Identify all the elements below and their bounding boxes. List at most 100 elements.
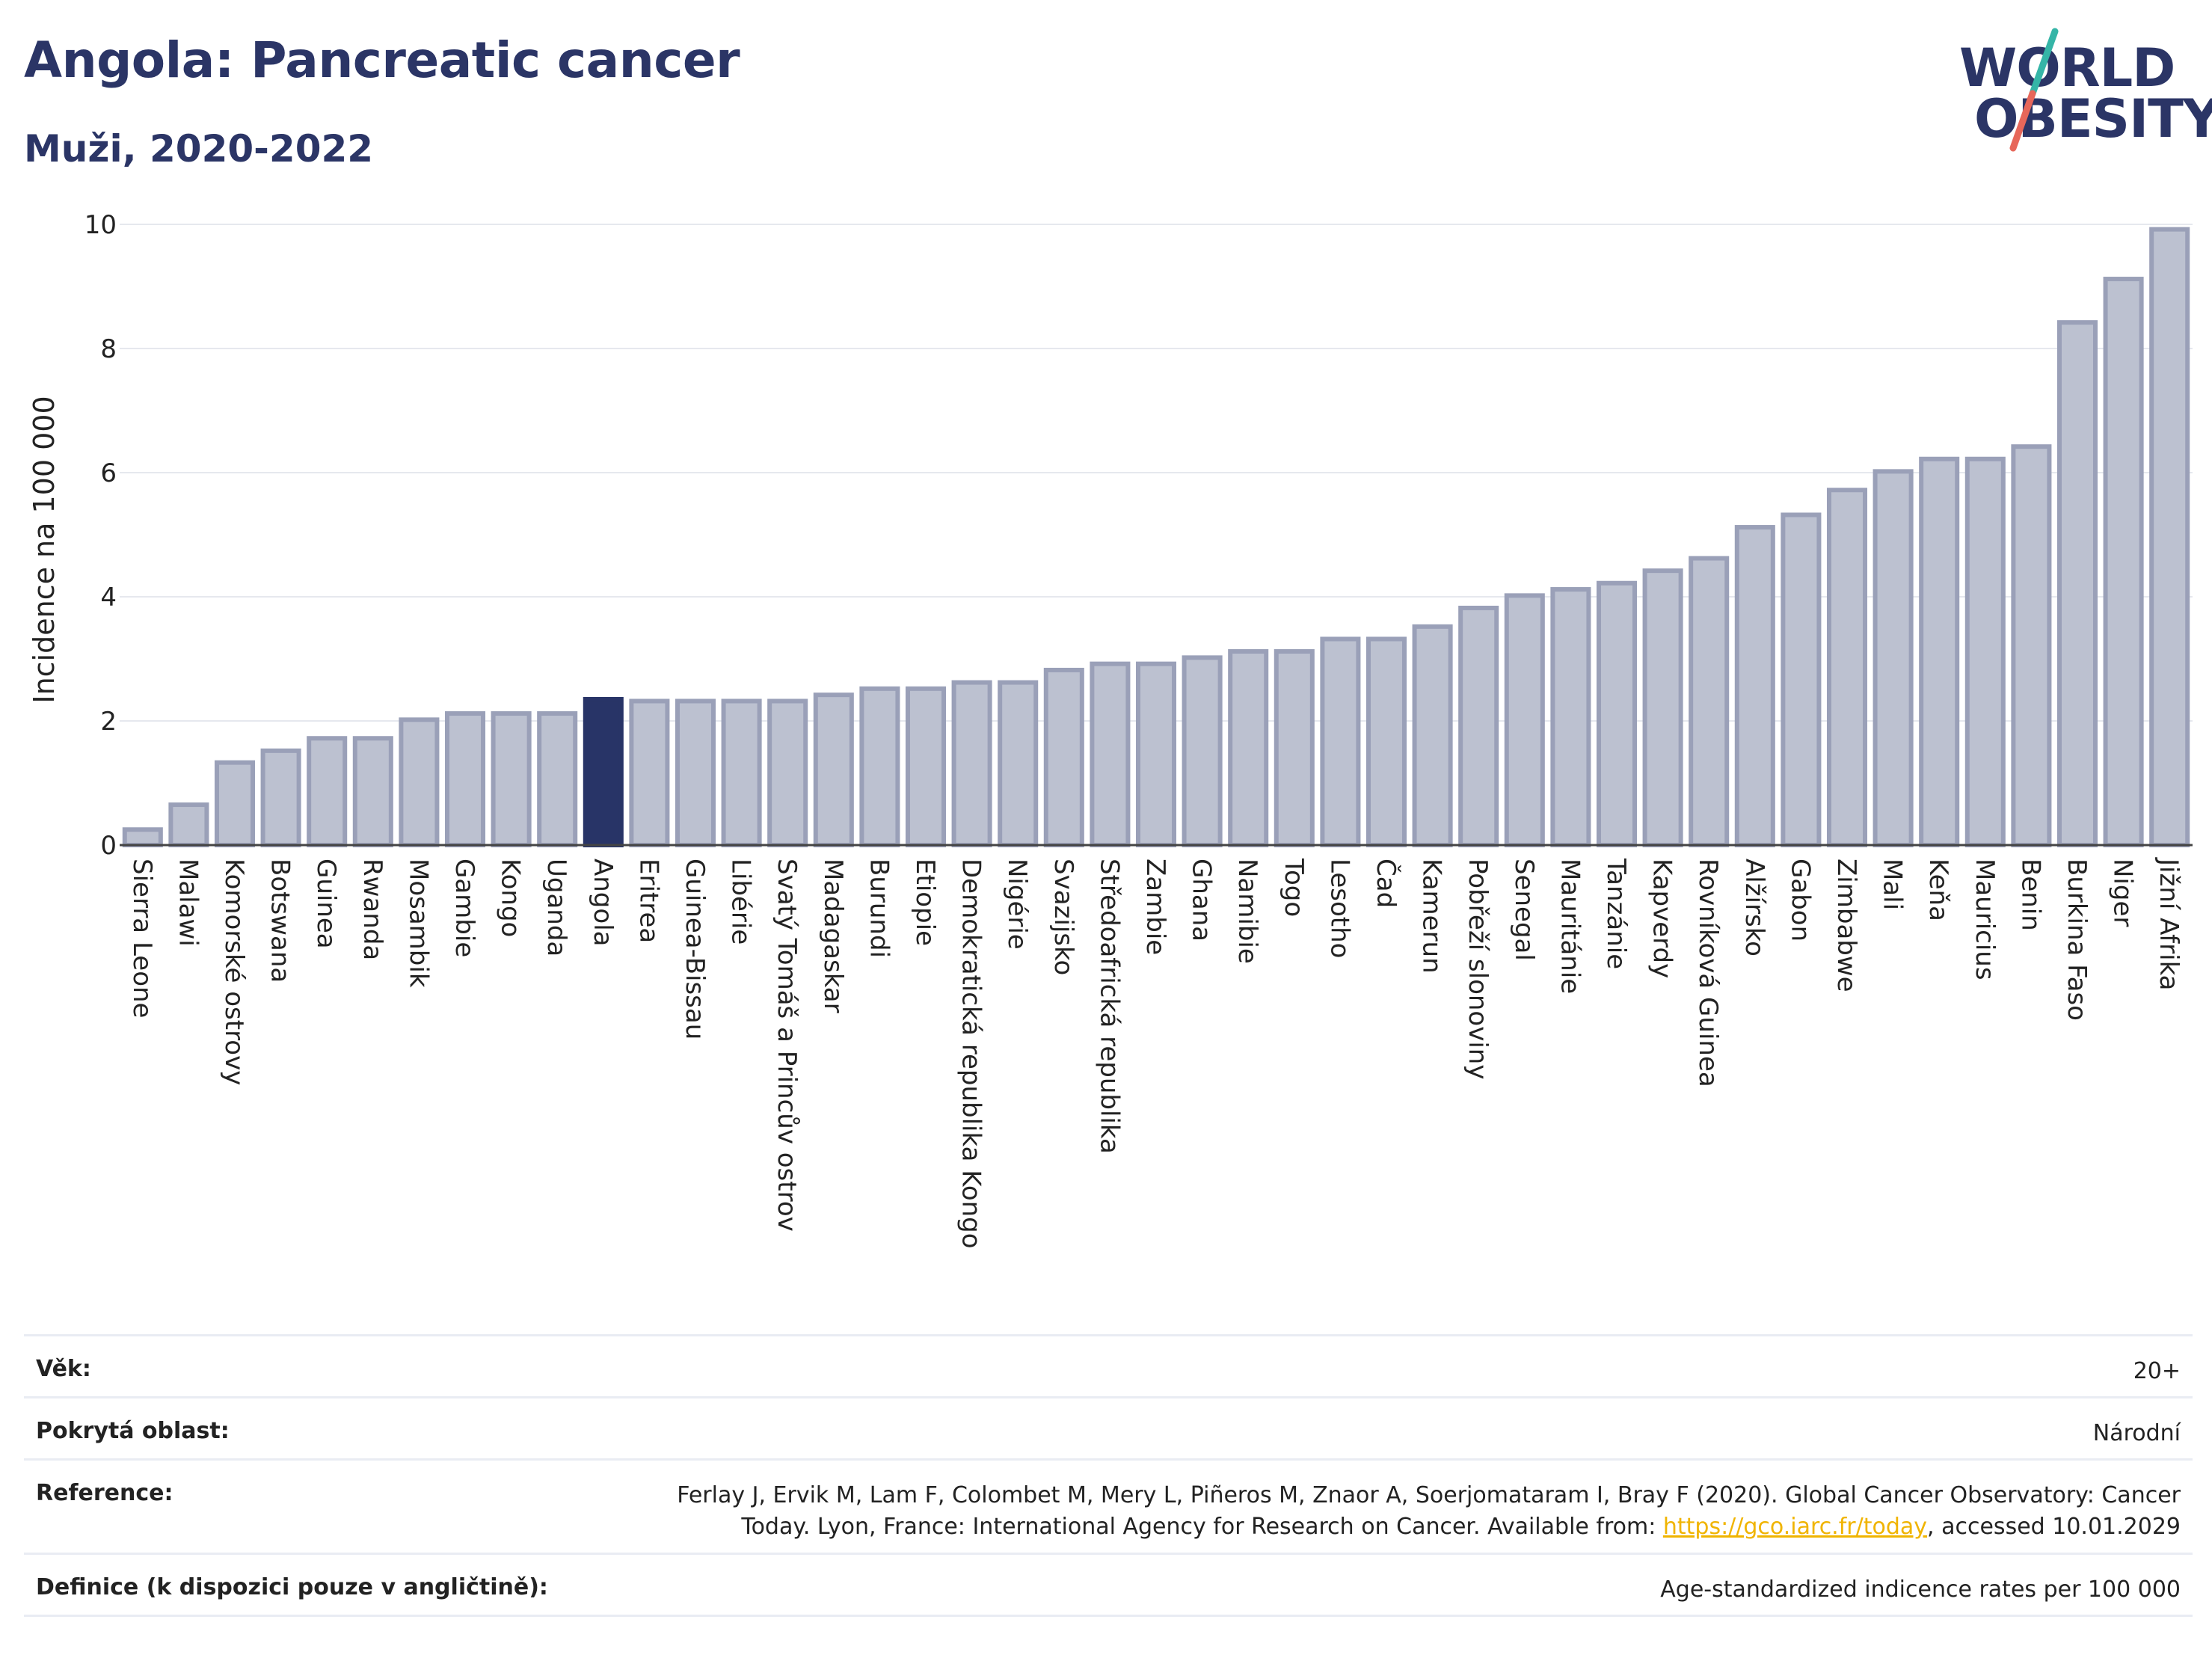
bar — [1504, 593, 1545, 848]
y-tick-label: 6 — [100, 458, 117, 488]
y-tick-label: 0 — [100, 831, 117, 861]
bar — [767, 698, 808, 847]
x-tick-label: Gambie — [449, 859, 479, 957]
bar — [951, 680, 992, 847]
info-bottom-divider — [24, 1615, 2193, 1617]
bar — [998, 680, 1039, 847]
x-tick-label: Rovníková Guinea — [1693, 859, 1723, 1087]
bar — [905, 686, 947, 848]
x-tick-label: Mauricius — [1970, 859, 2000, 980]
x-tick-label: Niger — [2108, 859, 2138, 927]
reference-line1: Ferlay J, Ervik M, Lam F, Colombet M, Me… — [677, 1482, 2181, 1508]
x-tick-label: Malawi — [173, 859, 203, 947]
bar — [1734, 525, 1775, 847]
y-tick-label: 2 — [100, 707, 117, 737]
bar — [629, 698, 670, 847]
bar — [1919, 456, 1960, 847]
x-tick-label: Tanzánie — [1601, 858, 1631, 969]
info-row-definition: Definice (k dispozici pouze v angličtině… — [24, 1553, 2193, 1615]
info-row-reference: Reference: Ferlay J, Ervik M, Lam F, Col… — [24, 1458, 2193, 1553]
x-tick-label: Senegal — [1509, 859, 1539, 961]
x-tick-label: Sierra Leone — [127, 859, 157, 1018]
logo-slash-icon — [2009, 28, 2059, 152]
x-tick-label: Demokratická republika Kongo — [956, 859, 986, 1249]
x-tick-label: Čad — [1371, 859, 1401, 908]
bar — [1642, 568, 1683, 847]
info-key-reference: Reference: — [36, 1480, 173, 1506]
x-tick-label: Benin — [2015, 859, 2045, 931]
bar — [2149, 227, 2190, 847]
x-tick-label: Guinea-Bissau — [680, 859, 710, 1040]
bar — [307, 736, 348, 847]
x-tick-label: Namibie — [1232, 859, 1262, 964]
info-row-area: Pokrytá oblast: Národní — [24, 1396, 2193, 1458]
x-tick-label: Etiopie — [910, 859, 940, 946]
bar — [1043, 667, 1084, 847]
info-row-age: Věk: 20+ — [24, 1334, 2193, 1396]
bar — [1458, 605, 1499, 847]
bar — [721, 698, 762, 847]
reference-line2-post: , accessed 10.01.2029 — [1927, 1514, 2181, 1540]
x-tick-label: Madagaskar — [818, 859, 848, 1013]
bar — [444, 711, 486, 847]
x-tick-label: Uganda — [541, 859, 571, 957]
x-tick-label: Mauritánie — [1555, 859, 1585, 994]
x-tick-label: Svazijsko — [1048, 859, 1078, 975]
x-tick-label: Pobřeží slonoviny — [1463, 859, 1493, 1079]
x-tick-label: Jižní Afrika — [2154, 857, 2184, 991]
x-tick-label: Burkina Faso — [2062, 859, 2092, 1021]
x-tick-label: Zambie — [1140, 859, 1170, 955]
bar — [1135, 661, 1177, 848]
x-tick-label: Mali — [1878, 859, 1908, 910]
bar — [1090, 661, 1131, 848]
x-tick-label: Eritrea — [633, 859, 663, 943]
bar — [1320, 636, 1361, 847]
bar — [168, 802, 209, 847]
x-tick-label: Nigérie — [1002, 859, 1032, 950]
x-tick-label: Kamerun — [1417, 859, 1447, 974]
x-tick-label: Zimbabwe — [1831, 859, 1861, 992]
chart-title: Angola: Pancreatic cancer — [24, 31, 740, 89]
y-tick-label: 10 — [85, 210, 117, 240]
bar — [2103, 277, 2144, 848]
bar — [2011, 444, 2052, 847]
bar — [859, 686, 900, 848]
reference-link[interactable]: https://gco.iarc.fr/today — [1662, 1514, 1928, 1540]
info-value-definition: Age-standardized indicence rates per 100… — [1660, 1576, 2181, 1603]
y-axis-label: Incidence na 100 000 — [28, 396, 61, 703]
x-tick-label: Lesotho — [1324, 859, 1354, 958]
info-key-age: Věk: — [36, 1356, 91, 1382]
bar — [1228, 649, 1269, 847]
x-tick-label: Mosambik — [403, 859, 433, 988]
logo-line1: WORLD — [1959, 37, 2175, 99]
info-value-area: Národní — [2092, 1420, 2181, 1446]
x-tick-label: Angola — [588, 859, 618, 946]
info-key-definition: Definice (k dispozici pouze v angličtině… — [36, 1574, 548, 1600]
bar — [1412, 624, 1453, 848]
x-tick-label: Kongo — [496, 859, 526, 937]
x-tick-label: Keňa — [1923, 859, 1953, 921]
bar — [1365, 636, 1407, 847]
bar — [1826, 488, 1868, 847]
x-tick-label: Středoafrická republika — [1094, 859, 1124, 1154]
chart-subtitle: Muži, 2020-2022 — [24, 127, 374, 171]
bar — [1274, 649, 1315, 847]
x-tick-label: Kapverdy — [1647, 859, 1677, 978]
x-tick-label: Gabon — [1785, 859, 1815, 942]
x-tick-label: Komorské ostrovy — [219, 859, 249, 1085]
bar — [122, 827, 163, 847]
info-key-area: Pokrytá oblast: — [36, 1418, 230, 1444]
bar-chart: 0 2 4 6 8 10 Incidence na 100 000 Sierra Leone M… — [28, 210, 2193, 1249]
bar — [352, 736, 393, 847]
x-tick-label: Ghana — [1187, 859, 1217, 942]
world-obesity-logo: WORLD OBESITY — [1944, 22, 2212, 157]
x-tick-label: Burundi — [864, 859, 894, 958]
bar — [1964, 456, 2006, 847]
bar — [1182, 655, 1223, 848]
reference-line2-pre: Today. Lyon, France: International Agenc… — [741, 1514, 1663, 1540]
x-tick-label: Botswana — [265, 859, 295, 983]
bar — [675, 698, 716, 847]
y-tick-label: 4 — [100, 583, 117, 612]
x-tick-label: Alžírsko — [1739, 859, 1769, 957]
bar — [399, 717, 440, 848]
